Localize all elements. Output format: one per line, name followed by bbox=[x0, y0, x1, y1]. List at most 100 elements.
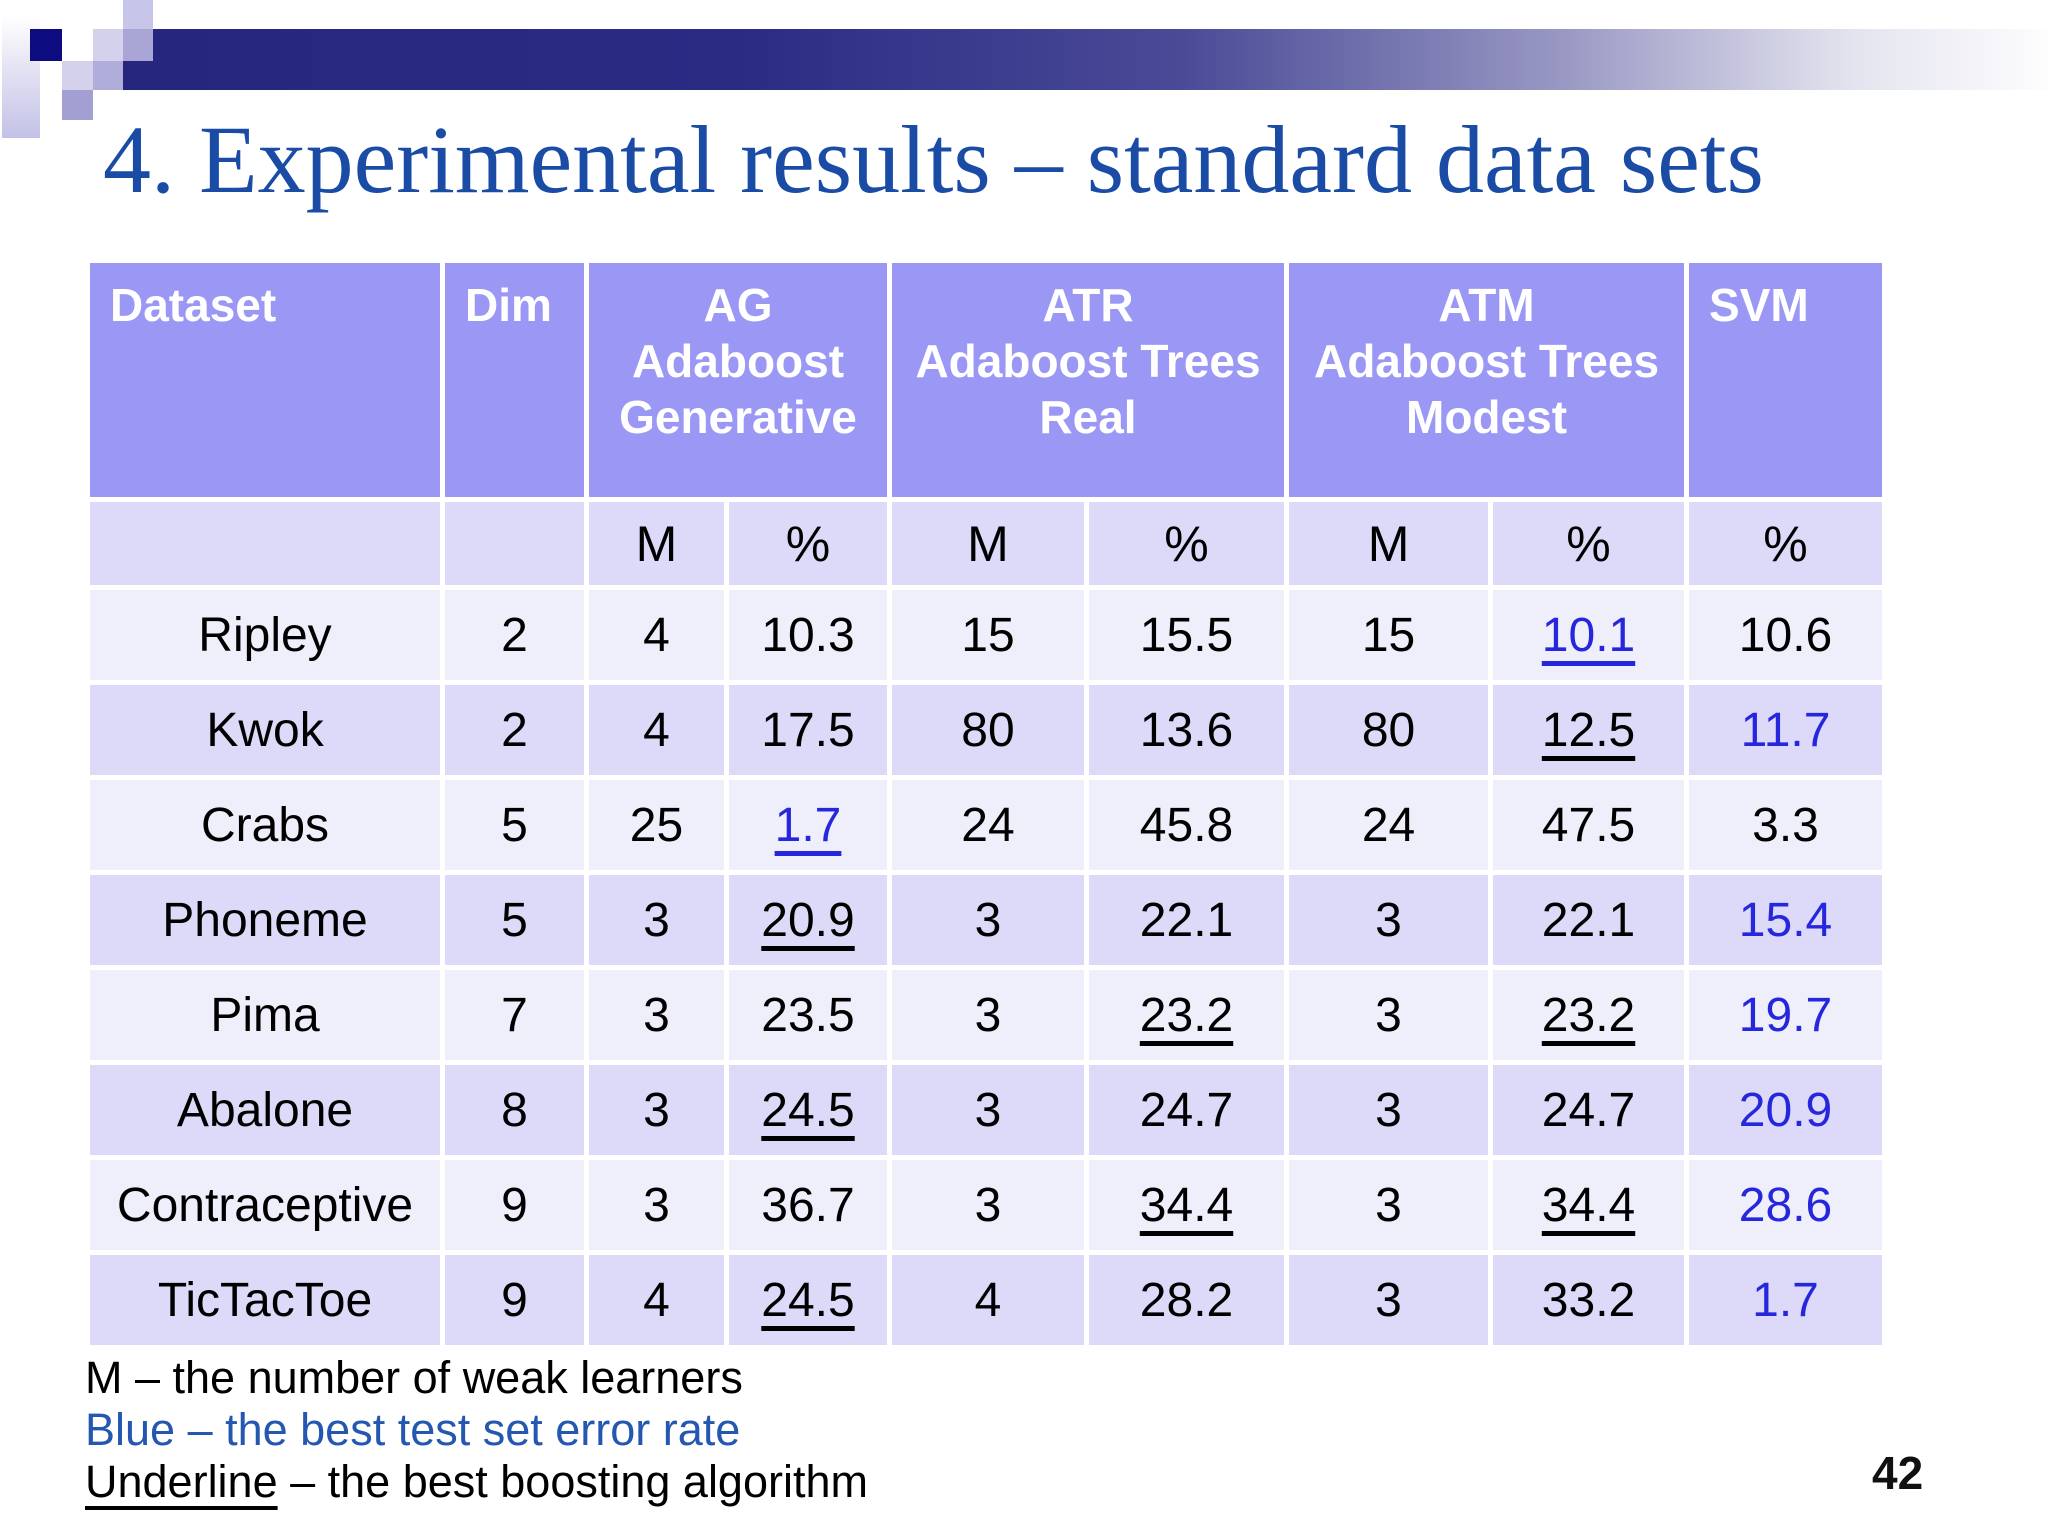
column-header-atr: ATR Adaboost Trees Real bbox=[886, 258, 1290, 502]
value-cell: 1.7 bbox=[724, 775, 892, 875]
empty-cell bbox=[440, 497, 589, 590]
table-row: Abalone 8 3 24.5 3 24.7 3 24.7 20.9 bbox=[85, 1060, 1888, 1160]
value-cell: 34.4 bbox=[1083, 1155, 1290, 1255]
legend-underline-rest: – the best boosting algorithm bbox=[277, 1456, 868, 1507]
group-abbr-ag: AG bbox=[703, 279, 773, 331]
column-header-dataset: Dataset bbox=[85, 258, 445, 502]
value-cell: 3 bbox=[584, 1155, 729, 1255]
value-cell: 23.2 bbox=[1083, 965, 1290, 1065]
banner-square-top bbox=[123, 0, 153, 29]
value-cell: 7 bbox=[440, 965, 589, 1065]
group-name-ag: Adaboost Generative bbox=[619, 335, 857, 443]
value-cell: 15 bbox=[1284, 585, 1494, 685]
table-header-row: Dataset Dim AG Adaboost Generative ATR A… bbox=[85, 258, 1888, 502]
table-body: Ripley 2 4 10.3 15 15.5 15 10.1 10.6 Kwok 2 4 17.5 80… bbox=[85, 585, 1888, 1350]
value-cell: 5 bbox=[440, 870, 589, 970]
value-cell: 24.7 bbox=[1488, 1060, 1690, 1160]
subheader-m: M bbox=[584, 497, 729, 590]
column-header-atm: ATM Adaboost Trees Modest bbox=[1284, 258, 1690, 502]
dataset-name-cell: Crabs bbox=[85, 775, 445, 875]
value-cell: 3 bbox=[887, 1060, 1089, 1160]
page-number: 42 bbox=[1872, 1447, 1924, 1499]
legend: M – the number of weak learners Blue – t… bbox=[85, 1352, 1585, 1508]
dataset-name-cell: Abalone bbox=[85, 1060, 445, 1160]
value-cell: 9 bbox=[440, 1250, 589, 1350]
subheader-m: M bbox=[887, 497, 1089, 590]
banner-square-light-1 bbox=[93, 29, 123, 61]
value-cell: 8 bbox=[440, 1060, 589, 1160]
value-cell: 17.5 bbox=[724, 680, 892, 780]
value-cell: 1.7 bbox=[1684, 1250, 1888, 1350]
value-cell: 15.4 bbox=[1684, 870, 1888, 970]
legend-underline-word: Underline bbox=[85, 1456, 278, 1507]
value-cell: 4 bbox=[584, 680, 729, 780]
value-cell: 80 bbox=[887, 680, 1089, 780]
slide-title: 4. Experimental results – standard data … bbox=[103, 106, 1764, 213]
value-cell: 20.9 bbox=[724, 870, 892, 970]
subheader-m: M bbox=[1284, 497, 1494, 590]
value-cell: 2 bbox=[440, 585, 589, 685]
value-cell: 2 bbox=[440, 680, 589, 780]
dataset-name-cell: Phoneme bbox=[85, 870, 445, 970]
value-cell: 3 bbox=[1284, 1155, 1494, 1255]
value-cell: 23.5 bbox=[724, 965, 892, 1065]
value-cell: 12.5 bbox=[1488, 680, 1690, 780]
dataset-name-cell: Pima bbox=[85, 965, 445, 1065]
value-cell: 24 bbox=[887, 775, 1089, 875]
table-row: Crabs 5 25 1.7 24 45.8 24 47.5 3.3 bbox=[85, 775, 1888, 875]
value-cell: 47.5 bbox=[1488, 775, 1690, 875]
dataset-name-cell: Ripley bbox=[85, 585, 445, 685]
banner-square-light-2 bbox=[62, 61, 93, 90]
legend-line-underline: Underline – the best boosting algorithm bbox=[85, 1456, 1585, 1508]
value-cell: 10.3 bbox=[724, 585, 892, 685]
value-cell: 9 bbox=[440, 1155, 589, 1255]
empty-cell bbox=[85, 497, 445, 590]
value-cell: 3 bbox=[1284, 965, 1494, 1065]
banner-square-medium-3 bbox=[62, 90, 93, 120]
value-cell: 20.9 bbox=[1684, 1060, 1888, 1160]
value-cell: 28.2 bbox=[1083, 1250, 1290, 1350]
value-cell: 22.1 bbox=[1083, 870, 1290, 970]
banner-gradient-bar bbox=[123, 29, 2048, 90]
legend-line-m: M – the number of weak learners bbox=[85, 1352, 743, 1403]
value-cell: 24 bbox=[1284, 775, 1494, 875]
table-row: Pima 7 3 23.5 3 23.2 3 23.2 19.7 bbox=[85, 965, 1888, 1065]
value-cell: 4 bbox=[584, 585, 729, 685]
value-cell: 3 bbox=[584, 1060, 729, 1160]
table-subheader-row: M % M % M % % bbox=[85, 497, 1888, 590]
dataset-name-cell: TicTacToe bbox=[85, 1250, 445, 1350]
table-row: Ripley 2 4 10.3 15 15.5 15 10.1 10.6 bbox=[85, 585, 1888, 685]
value-cell: 3 bbox=[1284, 870, 1494, 970]
column-header-ag: AG Adaboost Generative bbox=[584, 258, 892, 502]
value-cell: 3 bbox=[887, 965, 1089, 1065]
value-cell: 5 bbox=[440, 775, 589, 875]
column-header-dim: Dim bbox=[440, 258, 589, 502]
group-name-atm: Adaboost Trees Modest bbox=[1313, 335, 1660, 443]
value-cell: 3 bbox=[887, 870, 1089, 970]
value-cell: 24.5 bbox=[724, 1250, 892, 1350]
subheader-pct: % bbox=[1684, 497, 1888, 590]
value-cell: 3 bbox=[1284, 1250, 1494, 1350]
value-cell: 3.3 bbox=[1684, 775, 1888, 875]
value-cell: 10.1 bbox=[1488, 585, 1690, 685]
dataset-name-cell: Kwok bbox=[85, 680, 445, 780]
value-cell: 15 bbox=[887, 585, 1089, 685]
value-cell: 3 bbox=[1284, 1060, 1494, 1160]
value-cell: 11.7 bbox=[1684, 680, 1888, 780]
column-header-svm: SVM bbox=[1684, 258, 1888, 502]
banner-square-medium-1 bbox=[123, 29, 153, 61]
value-cell: 80 bbox=[1284, 680, 1494, 780]
results-table: Dataset Dim AG Adaboost Generative ATR A… bbox=[85, 258, 1888, 1350]
value-cell: 34.4 bbox=[1488, 1155, 1690, 1255]
group-abbr-atm: ATM bbox=[1438, 279, 1535, 331]
value-cell: 23.2 bbox=[1488, 965, 1690, 1065]
value-cell: 28.6 bbox=[1684, 1155, 1888, 1255]
table-row: Phoneme 5 3 20.9 3 22.1 3 22.1 15.4 bbox=[85, 870, 1888, 970]
subheader-pct: % bbox=[1488, 497, 1690, 590]
value-cell: 4 bbox=[887, 1250, 1089, 1350]
value-cell: 19.7 bbox=[1684, 965, 1888, 1065]
value-cell: 4 bbox=[584, 1250, 729, 1350]
value-cell: 36.7 bbox=[724, 1155, 892, 1255]
value-cell: 13.6 bbox=[1083, 680, 1290, 780]
value-cell: 25 bbox=[584, 775, 729, 875]
